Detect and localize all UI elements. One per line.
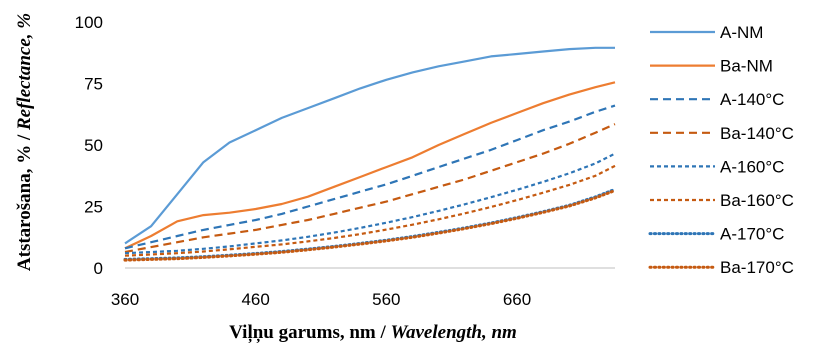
y-axis-title: Atstarošana, % / Reflectance, % bbox=[14, 13, 35, 271]
tick-labels: 0 25 50 75 100 360 460 560 660 bbox=[75, 13, 532, 309]
series-line-a-160-c bbox=[124, 152, 616, 255]
legend-label: A-170°C bbox=[720, 225, 784, 244]
x-tick-label: 660 bbox=[503, 290, 531, 309]
y-tick-label: 25 bbox=[84, 198, 103, 217]
legend-label: Ba-140°C bbox=[720, 124, 794, 143]
y-tick-label: 0 bbox=[94, 259, 103, 278]
series-line-ba-140-c bbox=[124, 123, 616, 254]
legend-label: Ba-NM bbox=[720, 57, 773, 76]
x-tick-label: 560 bbox=[372, 290, 400, 309]
x-axis-title-italic: Wavelength, nm bbox=[391, 322, 517, 343]
legend-label: A-160°C bbox=[720, 157, 784, 176]
y-tick-label: 50 bbox=[84, 136, 103, 155]
y-tick-label: 75 bbox=[84, 75, 103, 94]
series-line-a-nm bbox=[124, 46, 615, 245]
x-tick-label: 360 bbox=[111, 290, 139, 309]
legend-label: A-140°C bbox=[720, 90, 784, 109]
legend-label: A-NM bbox=[720, 23, 763, 42]
x-tick-label: 460 bbox=[241, 290, 269, 309]
series-line-ba-170-c bbox=[123, 189, 617, 262]
series-line-a-140-c bbox=[124, 104, 616, 250]
y-axis-title-italic: Reflectance, % bbox=[14, 13, 35, 131]
y-axis-title-plain: Atstarošana, % / bbox=[14, 130, 35, 271]
series-line-ba-nm bbox=[124, 81, 616, 250]
x-axis-title-plain: Viļņu garums, nm / bbox=[229, 322, 390, 343]
legend: A-NM Ba-NM A-140°C Ba-140°C A-160°C Ba-160°C A… bbox=[648, 23, 794, 277]
plot-area bbox=[123, 46, 617, 262]
y-tick-label: 100 bbox=[75, 13, 103, 32]
x-axis-title: Viļņu garums, nm / Wavelength, nm bbox=[229, 322, 517, 343]
legend-label: Ba-160°C bbox=[720, 191, 794, 210]
legend-label: Ba-170°C bbox=[720, 258, 794, 277]
